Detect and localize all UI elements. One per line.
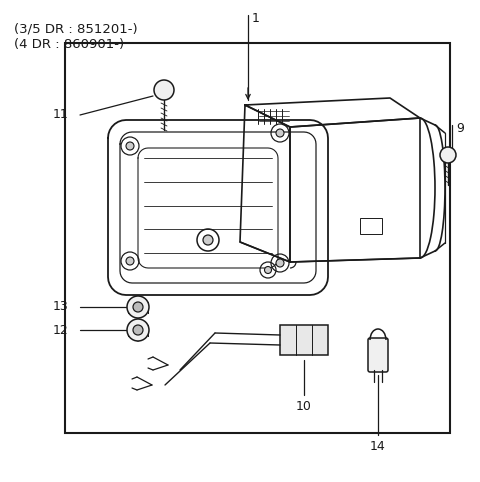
Bar — [65, 43, 450, 433]
Text: 12: 12 — [52, 323, 68, 336]
Circle shape — [154, 80, 174, 100]
Bar — [360, 218, 382, 234]
Text: (4 DR : 860901-): (4 DR : 860901-) — [14, 38, 124, 51]
Bar — [280, 325, 328, 355]
Circle shape — [127, 296, 149, 318]
Text: 11: 11 — [52, 108, 68, 121]
Circle shape — [133, 302, 143, 312]
Circle shape — [276, 129, 284, 137]
Circle shape — [133, 325, 143, 335]
Circle shape — [127, 319, 149, 341]
Circle shape — [440, 147, 456, 163]
Text: 13: 13 — [52, 300, 68, 313]
Circle shape — [203, 235, 213, 245]
Circle shape — [126, 257, 134, 265]
Circle shape — [276, 259, 284, 267]
Text: 10: 10 — [296, 400, 312, 413]
Text: 14: 14 — [370, 440, 386, 453]
Circle shape — [126, 142, 134, 150]
Text: 9: 9 — [456, 122, 464, 135]
FancyBboxPatch shape — [368, 338, 388, 372]
Text: (3/5 DR : 851201-): (3/5 DR : 851201-) — [14, 22, 138, 35]
Text: 1: 1 — [252, 12, 260, 25]
Circle shape — [264, 267, 272, 273]
